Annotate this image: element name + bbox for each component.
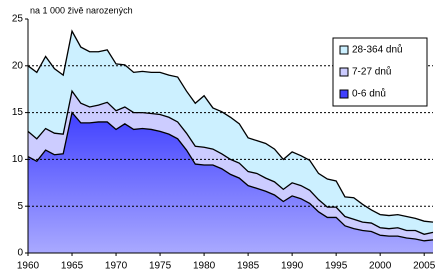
x-tick-label: 1985 [237, 261, 260, 272]
legend-label: 7-27 dnů [352, 66, 391, 78]
y-tick-label: 25 [12, 14, 24, 25]
x-tick-label: 1990 [281, 261, 304, 272]
area [28, 91, 433, 241]
y-tick-label: 20 [12, 60, 24, 71]
y-tick-label: 0 [17, 248, 23, 259]
x-tick-label: 1975 [149, 261, 172, 272]
y-tick-label: 5 [17, 201, 23, 212]
axis-label: na 1 000 živě narozených [30, 5, 133, 15]
x-tick-label: 2000 [369, 261, 392, 272]
area [28, 31, 433, 235]
legend-swatch [339, 89, 349, 99]
legend-swatch [339, 45, 349, 55]
x-tick-label: 1960 [17, 261, 40, 272]
legend-label: 0-6 dnů [352, 88, 386, 100]
area-outline [27, 111, 434, 242]
x-tick-label: 1980 [193, 261, 216, 272]
x-tick-label: 1970 [105, 261, 128, 272]
x-tick-label: 2005 [413, 261, 436, 272]
legend-label: 28-364 dnů [352, 44, 403, 56]
y-tick-label: 15 [12, 107, 24, 118]
x-tick-label: 1965 [61, 261, 84, 272]
y-tick-label: 10 [12, 154, 24, 165]
legend-swatch [339, 67, 349, 77]
x-tick-label: 1995 [325, 261, 348, 272]
legend-box [332, 37, 428, 107]
area-outline [27, 89, 434, 235]
